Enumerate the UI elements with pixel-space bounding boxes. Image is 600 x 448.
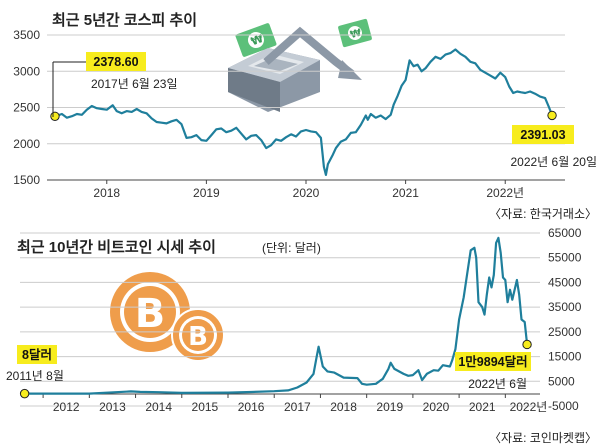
y-tick-label: 55000 (548, 251, 582, 265)
x-tick-label: 2016 (238, 400, 265, 414)
bitcoin-series-line (24, 236, 529, 395)
kospi-start-value-box (86, 52, 146, 71)
kospi-end-date: 2022년 6월 20일 (510, 155, 597, 169)
won-bill-left-icon: ₩ (235, 23, 277, 57)
trend-arrow-icon (263, 26, 362, 80)
bitcoin-start-value-box (17, 345, 57, 364)
y-tick-label: 65000 (548, 226, 582, 240)
kospi-end-annotation: 2391.03 2022년 6월 20일 (510, 125, 597, 169)
end-point-marker (547, 110, 557, 121)
y-tick-label: 3000 (13, 64, 40, 78)
x-tick-label: 2019 (193, 186, 220, 200)
x-tick-label: 2022년 (486, 186, 524, 200)
kospi-title: 최근 5년간 코스피 추이 (52, 11, 197, 29)
y-tick-label: 15000 (548, 350, 582, 364)
bitcoin-plot-area (19, 236, 532, 399)
bitcoin-start-date: 2011년 8월 (6, 369, 64, 383)
money-pile-icon (228, 48, 320, 112)
bitcoin-end-value: 1만9894달러 (458, 354, 527, 369)
y-tick-label: 3500 (13, 28, 40, 42)
kospi-start-date: 2017년 6월 23일 (91, 77, 178, 91)
bitcoin-title: 최근 10년간 비트코인 시세 추이 (17, 238, 216, 256)
bitcoin-start-value: 8달러 (22, 347, 52, 362)
x-tick-label: 2021 (469, 400, 496, 414)
x-tick-label: 2020 (423, 400, 450, 414)
x-tick-label: 2013 (99, 400, 126, 414)
x-tick-label: 2018 (330, 400, 357, 414)
kospi-x-axis: 2018 2019 2020 2021 2022년 (47, 179, 565, 200)
kospi-y-axis: 3500 3000 2500 2000 1500 (13, 28, 40, 187)
svg-text:₩: ₩ (349, 28, 363, 41)
bitcoin-gridlines (20, 232, 540, 407)
start-point-marker (50, 111, 60, 122)
y-tick-label: 45000 (548, 275, 582, 289)
svg-text:₩: ₩ (249, 32, 265, 48)
kospi-start-annotation: 2378.60 2017년 6월 23일 (52, 52, 178, 117)
kospi-end-value-box (512, 125, 574, 144)
kospi-source: 〈자료: 한국거래소〉 (489, 207, 597, 221)
y-tick-label: 35000 (548, 300, 582, 314)
bitcoin-unit: (단위: 달러) (262, 241, 321, 255)
bitcoin-coin-small-icon: B (171, 308, 225, 362)
x-tick-label: 2019 (376, 400, 403, 414)
bitcoin-end-annotation: 1만9894달러 2022년 6월 (455, 352, 531, 391)
y-tick-label: 1500 (13, 173, 40, 187)
bitcoin-y-axis: 65000 55000 45000 35000 25000 15000 5000 -5000 (548, 226, 582, 413)
kospi-end-value: 2391.03 (520, 128, 565, 142)
svg-text:B: B (188, 322, 208, 352)
svg-text:B: B (135, 291, 166, 337)
x-tick-label: 2020 (293, 186, 320, 200)
bitcoin-start-annotation: 8달러 2011년 8월 (6, 345, 64, 383)
y-tick-label: 2000 (13, 137, 40, 151)
y-tick-label: 2500 (13, 101, 40, 115)
money-illustration: ₩ ₩ (228, 18, 372, 112)
kospi-series-line (54, 48, 554, 176)
x-tick-label: 2015 (192, 400, 219, 414)
x-tick-label: 2017 (284, 400, 311, 414)
bitcoin-x-axis: 2012 2013 2014 2015 2016 2017 2018 2019 2020 2021… (20, 393, 548, 414)
x-tick-label: 2022년 (510, 400, 548, 414)
kospi-start-value: 2378.60 (93, 55, 138, 69)
start-point-marker (19, 388, 30, 399)
bitcoin-source: 〈자료: 코인마켓캡〉 (489, 431, 597, 445)
y-tick-label: 5000 (548, 374, 575, 388)
won-bill-right-icon: ₩ (338, 18, 372, 48)
x-tick-label: 2012 (53, 400, 80, 414)
end-point-marker (522, 339, 532, 350)
kospi-chart: 최근 5년간 코스피 추이 ₩ ₩ (13, 11, 597, 221)
y-tick-label: 25000 (548, 325, 582, 339)
x-tick-label: 2021 (392, 186, 419, 200)
x-tick-label: 2014 (145, 400, 172, 414)
bitcoin-end-date: 2022년 6월 (468, 377, 527, 391)
y-tick-label: -5000 (548, 399, 579, 413)
bitcoin-end-value-box (455, 352, 531, 371)
bitcoin-chart: 최근 10년간 비트코인 시세 추이 (단위: 달러) B B 65000 550… (6, 226, 597, 445)
x-tick-label: 2018 (93, 186, 120, 200)
